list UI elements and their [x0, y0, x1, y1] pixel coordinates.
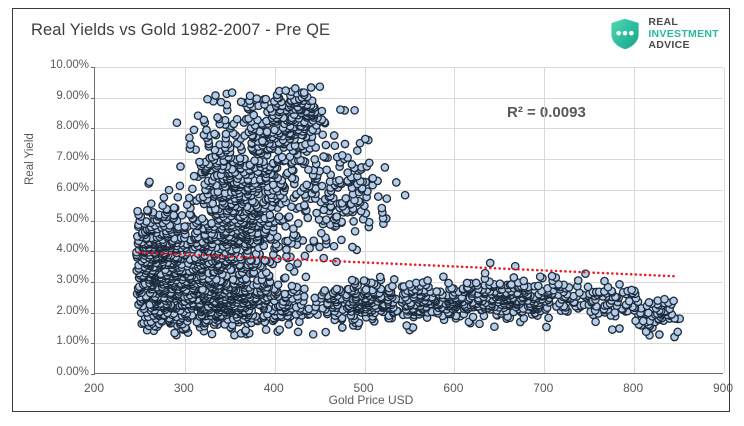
y-axis-tick-label: 7.00%: [56, 151, 89, 164]
brand-logo: REAL INVESTMENT ADVICE: [608, 16, 719, 52]
y-axis-tick: [91, 220, 95, 222]
gridline: [184, 67, 186, 373]
r-squared-annotation: R² = 0.0093: [507, 104, 586, 121]
trendline-layer: [136, 251, 679, 278]
x-axis-tick-label: 900: [712, 381, 734, 395]
logo-text: REAL INVESTMENT ADVICE: [648, 16, 719, 52]
shield-icon: [611, 19, 639, 50]
y-axis-tick-label: 9.00%: [56, 89, 89, 102]
gridline: [95, 159, 723, 161]
y-axis-tick-label: 4.00%: [56, 243, 89, 256]
chart-title: Real Yields vs Gold 1982-2007 - Pre QE: [31, 21, 331, 39]
y-axis-tick-label: 6.00%: [56, 181, 89, 194]
gridline: [95, 343, 723, 345]
gridline: [454, 67, 456, 373]
logo-line-real: REAL: [648, 16, 679, 28]
gridline: [724, 67, 725, 373]
logo-line-advice: ADVICE: [648, 39, 690, 52]
y-axis-tick-label: 1.00%: [56, 335, 89, 348]
scatter-points-layer: [132, 82, 685, 342]
y-axis-tick: [91, 343, 95, 345]
x-axis-tick-label: 400: [263, 381, 284, 395]
x-axis-tick-label: 600: [443, 381, 464, 395]
y-axis-tick: [91, 97, 95, 99]
gridline: [95, 220, 723, 222]
gridline: [95, 67, 723, 68]
x-axis-tick-label: 300: [173, 381, 194, 395]
trendline: [136, 251, 679, 278]
y-axis-tick-label: 0.00%: [56, 366, 89, 378]
chart-container: Real Yields vs Gold 1982-2007 - Pre QE R…: [12, 8, 733, 412]
plot-area: [91, 67, 725, 375]
gridline: [95, 97, 723, 99]
x-axis-tick-label: 800: [623, 381, 644, 395]
y-axis-tick-label: 3.00%: [56, 273, 89, 286]
y-axis-tick: [91, 128, 95, 130]
y-axis-tick: [91, 374, 95, 375]
y-axis-tick-label: 10.00%: [49, 59, 89, 71]
y-axis-tick: [91, 189, 95, 191]
x-axis-tick-label: 200: [83, 381, 105, 395]
y-axis-tick-label: 8.00%: [56, 120, 89, 133]
y-axis-tick: [91, 281, 95, 283]
x-axis-tick-label: 500: [353, 381, 374, 395]
y-axis-tick: [91, 67, 95, 68]
x-axis-title: Gold Price USD: [328, 393, 414, 407]
gridline: [95, 251, 723, 253]
logo-line-investment: INVESTMENT: [648, 27, 719, 40]
gridline: [544, 67, 546, 373]
gridline: [95, 189, 723, 191]
y-axis-tick-label: 2.00%: [56, 304, 89, 317]
gridline: [95, 128, 723, 130]
y-axis-tick: [91, 251, 95, 253]
gridline: [634, 67, 636, 373]
y-axis-tick: [91, 312, 95, 314]
y-axis-tick: [91, 159, 95, 161]
y-axis-tick-label: 5.00%: [56, 212, 89, 225]
x-axis-tick-label: 700: [533, 381, 554, 395]
